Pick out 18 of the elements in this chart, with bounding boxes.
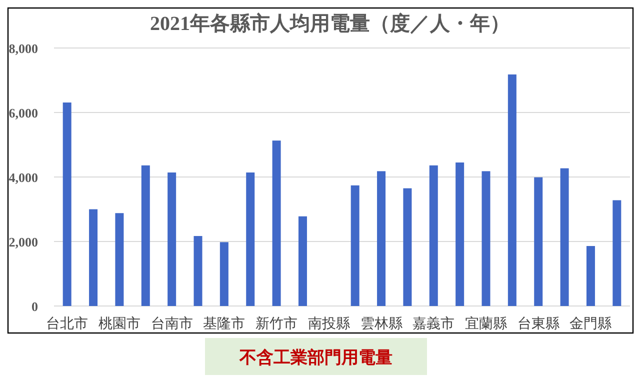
x-tick-label: 桃園市 (98, 316, 140, 332)
x-tick-label: 台南市 (150, 316, 193, 332)
y-tick-label: 4,000 (8, 170, 38, 185)
text: 不含工業部門用電量 (238, 348, 392, 368)
x-tick-label: 雲林縣 (360, 316, 402, 332)
x-tick-label: 嘉義市 (412, 316, 455, 332)
y-tick-label: 0 (32, 299, 38, 314)
x-tick-label: 基隆市 (203, 316, 246, 332)
y-tick-label: 6,000 (8, 106, 38, 120)
y-tick-label: 8,000 (8, 41, 38, 56)
x-tick-label: 台東縣 (517, 316, 560, 332)
chart-title: 2021年各縣市人均用電量（度／人・年） (150, 12, 510, 35)
x-tick-label: 南投縣 (308, 316, 350, 332)
x-tick-label: 宜蘭縣 (465, 316, 507, 332)
x-tick-label: 金門縣 (570, 316, 612, 332)
x-tick-label: 新竹市 (256, 316, 298, 332)
x-tick-label: 台北市 (46, 316, 88, 332)
y-tick-label: 2,000 (8, 234, 38, 250)
